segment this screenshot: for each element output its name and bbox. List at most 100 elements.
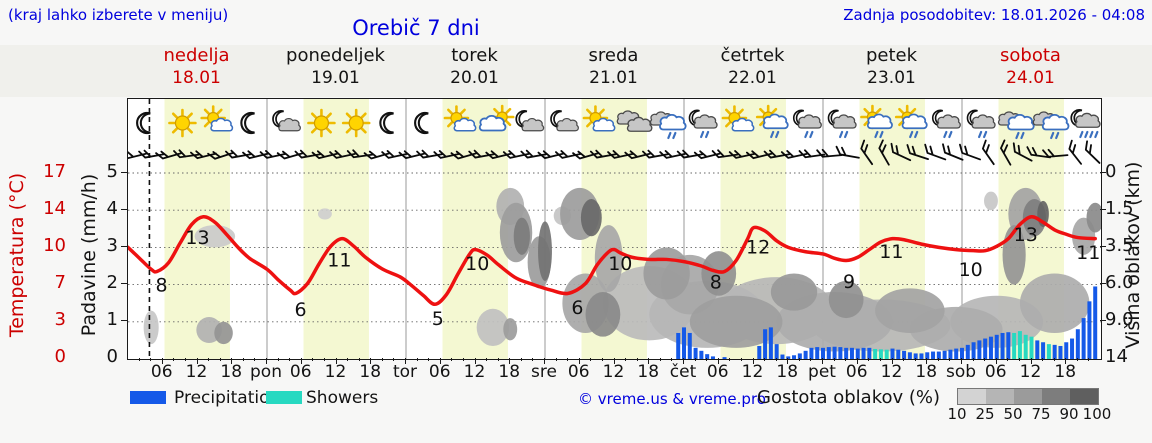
time-label: 12 <box>185 362 208 382</box>
precipitation-bar <box>965 344 970 359</box>
axis-tick <box>121 172 127 173</box>
precipitation-bar <box>722 357 727 359</box>
cloud-density-blob <box>1086 202 1101 233</box>
temp-axis-tick-label: 14 <box>43 198 66 219</box>
cloud-density-blob <box>503 318 518 341</box>
time-tick <box>323 358 325 361</box>
temperature-label: 11 <box>327 249 351 271</box>
axis-tick <box>121 209 127 210</box>
day-abbr-label: tor <box>392 362 418 382</box>
cloudheight-axis-tick-label: 9.0 <box>1105 309 1134 330</box>
colorbar-scale-label: 10 <box>947 405 967 423</box>
time-tick <box>405 358 406 364</box>
sun-cloud-rain-icon <box>755 104 789 139</box>
precipitation-bar <box>890 348 895 359</box>
moon-cloud-icon <box>515 110 545 132</box>
time-label: 06 <box>150 362 173 382</box>
colorbar-scale-label: 25 <box>975 405 995 423</box>
time-tick <box>949 358 951 361</box>
temperature-label: 10 <box>608 253 632 275</box>
cloud-density-blob <box>594 225 623 293</box>
time-tick <box>312 358 314 361</box>
time-label: 06 <box>845 362 868 382</box>
cloud-density-blob <box>585 292 621 337</box>
day-header: sobota 24.01 <box>961 45 1100 89</box>
time-tick <box>625 358 627 361</box>
wind-barb-icon <box>555 150 582 159</box>
wind-barb-icon <box>207 151 234 160</box>
time-label: 06 <box>706 362 729 382</box>
day-header-strip: nedelja 18.01 ponedeljek 19.01 torek 20.01 sre… <box>0 45 1152 97</box>
axis-tick <box>1100 283 1106 284</box>
time-tick <box>520 358 522 361</box>
time-tick <box>995 358 997 364</box>
wind-barb-icon <box>589 149 617 159</box>
cloudheight-axis-tick-label: 0 <box>1105 161 1117 182</box>
time-label: 18 <box>1054 362 1077 382</box>
cloud-density-blob <box>875 288 945 333</box>
precipitation-bar <box>780 354 785 359</box>
precipitation-bar <box>988 336 993 359</box>
sun-icon <box>341 108 371 138</box>
sun-cloud-rain-icon <box>860 104 893 139</box>
wind-barb-icon <box>311 150 339 160</box>
temperature-label: 8 <box>156 275 168 297</box>
temperature-label: 8 <box>710 272 722 294</box>
time-tick <box>509 358 511 364</box>
day-date: 23.01 <box>867 68 916 88</box>
time-tick <box>416 358 418 361</box>
page-title: Orebič 7 dni <box>352 16 480 40</box>
time-tick <box>161 358 163 364</box>
sun-cloud-rain-icon <box>894 104 928 139</box>
day-header: četrtek 22.01 <box>683 45 822 89</box>
wind-barb-icon <box>1084 140 1101 164</box>
temp-axis-title: Temperatura (°C) <box>6 172 28 338</box>
wind-barb-icon <box>1042 148 1069 158</box>
day-header: nedelja 18.01 <box>127 45 266 89</box>
temperature-label: 11 <box>879 241 903 263</box>
time-tick <box>1018 358 1020 361</box>
temperature-label: 9 <box>843 271 855 293</box>
wind-barb-icon <box>1012 142 1033 162</box>
credit-link[interactable]: © vreme.us & vreme.pro <box>578 390 766 408</box>
precipitation-bar <box>821 347 825 359</box>
temp-axis-tick-label: 17 <box>43 161 66 182</box>
wind-barb-icon <box>860 139 874 166</box>
precipitation-bar <box>913 353 918 359</box>
day-date: 20.01 <box>450 68 499 88</box>
time-label: 12 <box>741 362 764 382</box>
precipitation-bar <box>1081 318 1086 359</box>
time-label: 12 <box>880 362 903 382</box>
day-name: petek <box>865 45 918 66</box>
cloud-density-colorbar <box>957 388 1099 405</box>
precipitation-bar <box>832 346 837 359</box>
wind-barb-icon <box>728 150 756 159</box>
temperature-label: 10 <box>465 253 489 275</box>
wind-barb-icon <box>173 149 200 159</box>
time-tick <box>289 358 291 361</box>
colorbar-segment <box>1014 389 1042 404</box>
precipitation-bar <box>994 334 999 359</box>
axis-tick <box>1100 246 1106 247</box>
temperature-label: 6 <box>571 297 583 319</box>
time-tick <box>184 358 186 361</box>
time-label: 18 <box>637 362 660 382</box>
cloud-density-blob <box>580 199 602 237</box>
time-label: 06 <box>984 362 1007 382</box>
time-tick <box>486 358 488 361</box>
colorbar-segment <box>958 389 986 404</box>
day-name: torek <box>451 45 498 66</box>
wind-barb-icon <box>924 143 947 161</box>
moon-cloud-rain-icon <box>966 109 996 139</box>
wind-barb-icon <box>959 143 981 161</box>
clouds-icon <box>616 110 653 132</box>
precipitation-bar <box>867 347 872 359</box>
precipitation-bar <box>931 351 936 359</box>
moon-cloud-rain-icon <box>688 109 718 139</box>
time-tick <box>150 358 152 361</box>
time-tick <box>300 358 302 364</box>
wind-barb-icon <box>1068 139 1082 165</box>
time-tick <box>903 358 905 361</box>
precipitation-bar <box>971 342 976 359</box>
wind-barb-icon <box>746 150 773 160</box>
